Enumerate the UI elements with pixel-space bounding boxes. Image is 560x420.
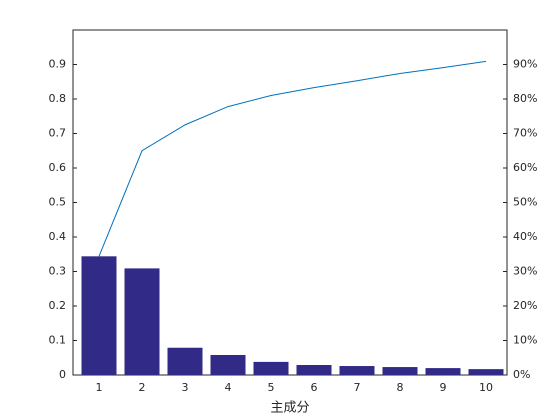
bar <box>124 268 160 375</box>
x-tick-label: 2 <box>139 381 146 394</box>
y2-tick-label: 70% <box>513 127 537 140</box>
x-tick-label: 4 <box>225 381 232 394</box>
bar <box>425 368 461 375</box>
y2-tick-label: 10% <box>513 334 537 347</box>
bar <box>339 366 375 375</box>
bar <box>167 347 203 375</box>
x-tick-label: 6 <box>311 381 318 394</box>
y-tick-label: 0.5 <box>49 196 67 209</box>
bar <box>210 354 246 375</box>
bar <box>81 256 117 375</box>
x-tick-label: 3 <box>182 381 189 394</box>
y2-tick-label: 90% <box>513 58 537 71</box>
y-tick-label: 0.3 <box>49 265 67 278</box>
y2-tick-label: 40% <box>513 230 537 243</box>
x-tick-label: 10 <box>479 381 493 394</box>
y2-tick-label: 50% <box>513 196 537 209</box>
x-axis-label: 主成分 <box>270 401 309 416</box>
x-tick-label: 1 <box>96 381 103 394</box>
bar <box>253 361 289 375</box>
x-tick-label: 9 <box>440 381 447 394</box>
y-tick-label: 0.8 <box>49 92 67 105</box>
y-tick-label: 0.7 <box>49 127 67 140</box>
y2-tick-label: 0% <box>513 368 530 381</box>
cumulative-line <box>98 60 487 257</box>
x-tick-label: 8 <box>397 381 404 394</box>
y-tick-label: 0.2 <box>49 299 67 312</box>
y2-tick-label: 30% <box>513 265 537 278</box>
y-tick-label: 0.1 <box>49 334 67 347</box>
y-tick-label: 0 <box>59 368 66 381</box>
y2-tick-label: 80% <box>513 92 537 105</box>
bar <box>468 369 504 375</box>
bar <box>296 364 332 375</box>
y-tick-label: 0.9 <box>49 58 67 71</box>
x-tick-label: 7 <box>354 381 361 394</box>
y2-tick-label: 20% <box>513 299 537 312</box>
y-tick-label: 0.4 <box>49 230 67 243</box>
bar <box>382 367 418 375</box>
y2-tick-label: 60% <box>513 161 537 174</box>
x-tick-label: 5 <box>268 381 275 394</box>
y-tick-label: 0.6 <box>49 161 67 174</box>
